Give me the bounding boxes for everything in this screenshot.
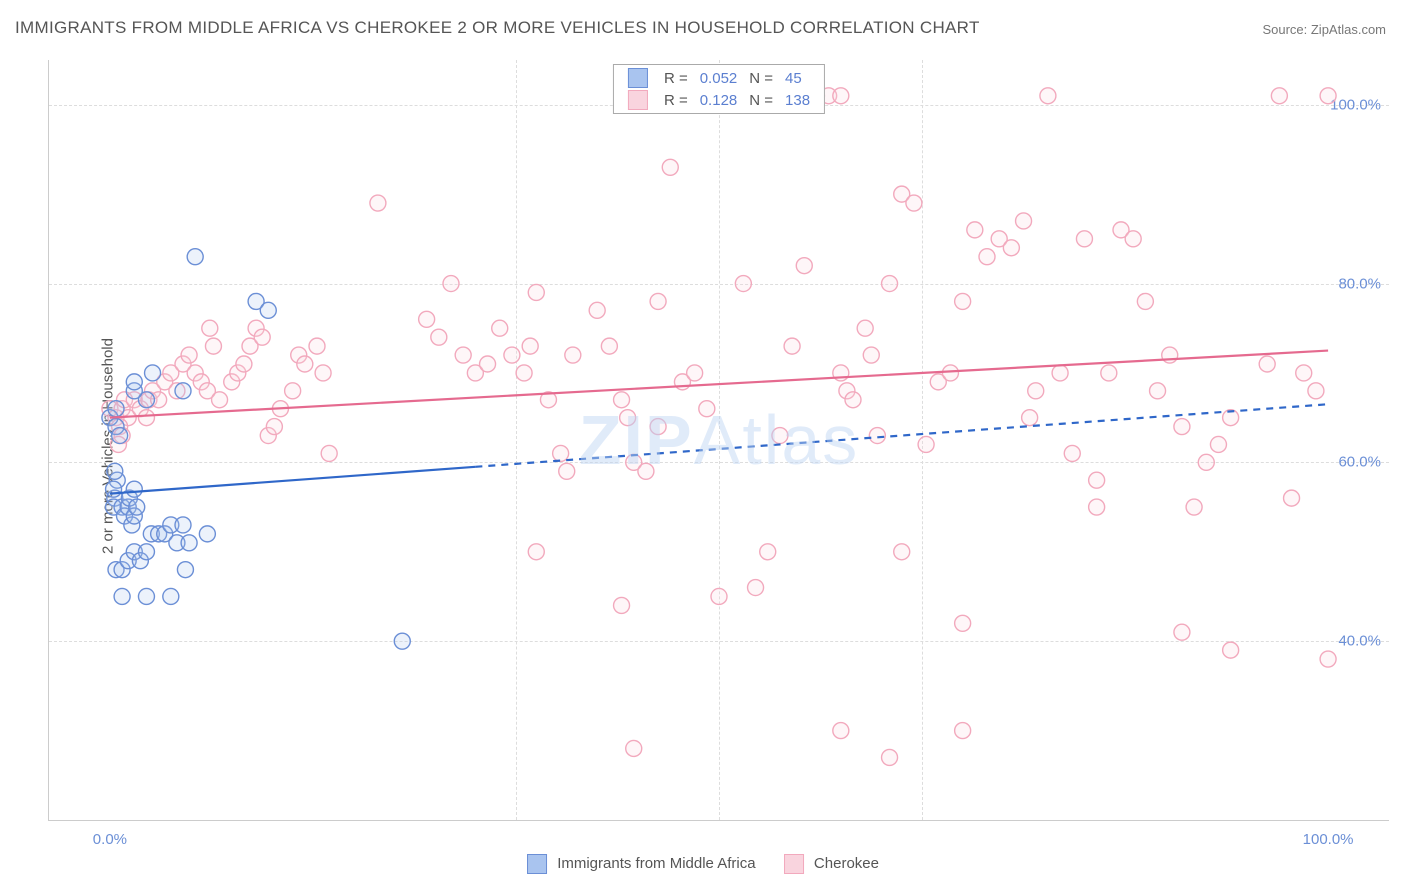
source-attribution: Source: ZipAtlas.com (1262, 22, 1386, 37)
chart-container: IMMIGRANTS FROM MIDDLE AFRICA VS CHEROKE… (0, 0, 1406, 892)
legend-n-label: N = (743, 67, 779, 89)
chart-title: IMMIGRANTS FROM MIDDLE AFRICA VS CHEROKE… (15, 18, 980, 38)
legend-swatch-pink (628, 90, 648, 110)
legend-label-series-0: Immigrants from Middle Africa (557, 855, 755, 872)
legend-n-value-pink: 138 (779, 89, 816, 111)
legend-series: Immigrants from Middle Africa Cherokee (527, 854, 879, 874)
legend-n-value-blue: 45 (779, 67, 816, 89)
legend-swatch-blue (628, 68, 648, 88)
legend-r-value-blue: 0.052 (694, 67, 744, 89)
legend-stats-box: R = 0.052 N = 45 R = 0.128 N = 138 (613, 64, 825, 114)
plot-area: R = 0.052 N = 45 R = 0.128 N = 138 ZIPAt… (48, 60, 1389, 821)
scatter-svg (49, 60, 1389, 820)
legend-r-label: R = (658, 89, 694, 111)
legend-n-label: N = (743, 89, 779, 111)
legend-r-label: R = (658, 67, 694, 89)
legend-swatch-series-1 (784, 854, 804, 874)
legend-swatch-series-0 (527, 854, 547, 874)
legend-label-series-1: Cherokee (814, 855, 879, 872)
legend-r-value-pink: 0.128 (694, 89, 744, 111)
